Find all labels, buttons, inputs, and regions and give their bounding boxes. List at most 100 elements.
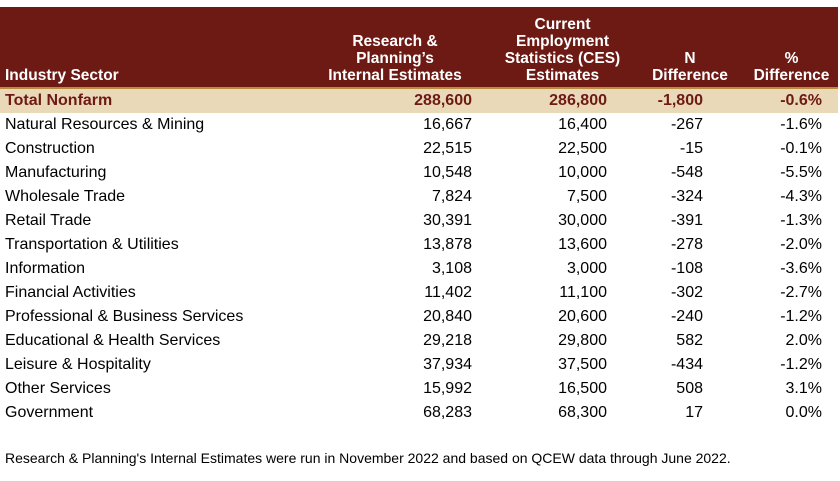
total-sector-cell: Total Nonfarm (0, 87, 300, 113)
header-internal-line-2: Planning’s (356, 50, 434, 67)
n-diff-cell: 582 (676, 332, 703, 349)
sector-cell: Transportation & Utilities (5, 236, 179, 253)
sector-cell: Other Services (5, 380, 111, 397)
sector-cell: Government (5, 404, 94, 421)
pct-diff-cell: -2.7% (780, 284, 822, 301)
ces-cell: 22,500 (558, 140, 607, 157)
total-internal-cell: 288,600 (300, 87, 490, 113)
n-diff-cell: -267 (670, 116, 703, 133)
ces-cell: 3,000 (566, 260, 607, 277)
n-diff-cell: -391 (670, 212, 703, 229)
sector-cell: Manufacturing (5, 164, 107, 181)
header-internal-line-1: Research & (352, 33, 438, 50)
internal-cell: 10,548 (423, 164, 472, 181)
table-body: Total Nonfarm 288,600 286,800 -1,800 -0.… (0, 87, 838, 425)
table-row: Other Services 15,992 16,500 508 3.1% (0, 377, 838, 401)
ces-cell: 11,100 (559, 284, 607, 301)
table-row: Retail Trade 30,391 30,000 -391 -1.3% (0, 209, 838, 233)
pct-diff-cell: -1.2% (780, 356, 822, 373)
sector-cell: Wholesale Trade (5, 188, 126, 205)
table-row: Transportation & Utilities 13,878 13,600… (0, 233, 838, 257)
sector-cell: Construction (5, 140, 95, 157)
internal-cell: 29,218 (423, 332, 472, 349)
table-row: Construction 22,515 22,500 -15 -0.1% (0, 137, 838, 161)
n-diff-cell: -278 (670, 236, 703, 253)
internal-cell: 22,515 (423, 140, 472, 157)
ces-cell: 16,500 (558, 380, 607, 397)
pct-diff-cell: -1.6% (780, 116, 822, 133)
sector-cell: Information (5, 260, 86, 277)
table-header: Industry Sector Research & Planning’s In… (0, 7, 838, 88)
header-pct-diff-line-2: Difference (753, 67, 830, 84)
n-diff-cell: -548 (670, 164, 703, 181)
table-row: Manufacturing 10,548 10,000 -548 -5.5% (0, 161, 838, 185)
internal-cell: 20,840 (423, 308, 472, 325)
ces-cell: 13,600 (558, 236, 607, 253)
header-ces-line-2: Employment (515, 33, 609, 50)
header-n-difference: N Difference (635, 7, 745, 88)
internal-cell: 13,878 (423, 236, 472, 253)
ces-cell: 37,500 (558, 356, 607, 373)
header-percent-difference: % Difference (745, 7, 838, 88)
table-row: Natural Resources & Mining 16,667 16,400… (0, 113, 838, 137)
header-internal-estimates: Research & Planning’s Internal Estimates (300, 7, 490, 88)
sector-cell: Retail Trade (5, 212, 92, 229)
ces-cell: 20,600 (558, 308, 607, 325)
n-diff-cell: -240 (670, 308, 703, 325)
table-row: Government 68,283 68,300 17 0.0% (0, 401, 838, 425)
header-row: Industry Sector Research & Planning’s In… (0, 7, 838, 88)
table-row: Leisure & Hospitality 37,934 37,500 -434… (0, 353, 838, 377)
sector-cell: Leisure & Hospitality (5, 356, 151, 373)
n-diff-cell: -108 (670, 260, 703, 277)
table-row: Professional & Business Services 20,840 … (0, 305, 838, 329)
n-diff-cell: -302 (670, 284, 703, 301)
internal-cell: 68,283 (423, 404, 472, 421)
pct-diff-cell: 2.0% (785, 332, 822, 349)
n-diff-cell: -15 (679, 140, 703, 157)
ces-cell: 10,000 (558, 164, 607, 181)
n-diff-cell: 17 (685, 404, 703, 421)
internal-cell: 30,391 (423, 212, 472, 229)
n-diff-cell: -324 (670, 188, 703, 205)
pct-diff-cell: -3.6% (780, 260, 822, 277)
pct-diff-cell: -0.1% (780, 140, 822, 157)
pct-diff-cell: -1.3% (780, 212, 822, 229)
header-n-diff-line-2: Difference (652, 67, 728, 84)
pct-diff-cell: -4.3% (780, 188, 822, 205)
ces-cell: 29,800 (558, 332, 607, 349)
header-ces-line-3: Statistics (CES) (504, 50, 621, 67)
ces-cell: 30,000 (558, 212, 607, 229)
header-ces-line-4: Estimates (525, 67, 600, 84)
header-pct-diff-line-1: % (784, 50, 799, 67)
internal-cell: 3,108 (431, 260, 472, 277)
table-row: Information 3,108 3,000 -108 -3.6% (0, 257, 838, 281)
header-ces-estimates: Current Employment Statistics (CES) Esti… (490, 7, 635, 88)
internal-cell: 15,992 (423, 380, 472, 397)
pct-diff-cell: -5.5% (780, 164, 822, 181)
header-industry-sector: Industry Sector (5, 67, 119, 84)
pct-diff-cell: -1.2% (780, 308, 822, 325)
pct-diff-cell: 0.0% (785, 404, 822, 421)
pct-diff-cell: 3.1% (785, 380, 822, 397)
employment-estimates-table: Industry Sector Research & Planning’s In… (0, 7, 838, 425)
table-row: Financial Activities 11,402 11,100 -302 … (0, 281, 838, 305)
ces-cell: 7,500 (566, 188, 607, 205)
total-ces-cell: 286,800 (490, 87, 635, 113)
ces-cell: 16,400 (558, 116, 607, 133)
header-internal-line-3: Internal Estimates (328, 67, 462, 84)
n-diff-cell: 508 (676, 380, 703, 397)
n-diff-cell: -434 (670, 356, 703, 373)
ces-cell: 68,300 (558, 404, 607, 421)
internal-cell: 16,667 (423, 116, 472, 133)
employment-estimates-table-container: Industry Sector Research & Planning’s In… (0, 7, 838, 425)
internal-cell: 37,934 (423, 356, 472, 373)
header-ces-line-1: Current (534, 16, 591, 33)
total-pct-diff-cell: -0.6% (745, 87, 838, 113)
sector-cell: Professional & Business Services (5, 308, 244, 325)
header-n-diff-line-1: N (684, 50, 696, 67)
total-n-diff-cell: -1,800 (635, 87, 745, 113)
pct-diff-cell: -2.0% (780, 236, 822, 253)
footnote: Research & Planning's Internal Estimates… (5, 450, 731, 466)
sector-cell: Natural Resources & Mining (5, 116, 205, 133)
internal-cell: 7,824 (431, 188, 472, 205)
